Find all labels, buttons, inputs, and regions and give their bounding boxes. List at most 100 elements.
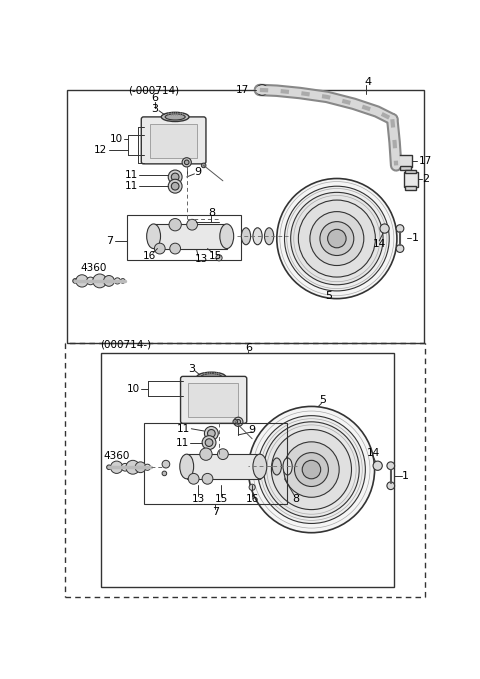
Text: 15: 15 (209, 251, 222, 261)
Circle shape (187, 219, 197, 230)
Text: 14: 14 (372, 239, 386, 249)
Circle shape (162, 471, 167, 476)
Circle shape (216, 255, 222, 261)
Circle shape (302, 460, 321, 479)
Ellipse shape (161, 112, 189, 122)
Circle shape (291, 192, 383, 285)
Text: 13: 13 (195, 253, 208, 263)
Circle shape (248, 407, 374, 533)
Circle shape (285, 186, 389, 291)
Circle shape (295, 453, 328, 486)
Text: 11: 11 (125, 170, 138, 180)
Bar (127, 215, 240, 260)
Text: 9: 9 (194, 167, 202, 177)
FancyBboxPatch shape (180, 376, 247, 424)
Circle shape (135, 462, 146, 473)
Text: 16: 16 (143, 251, 156, 261)
Circle shape (249, 484, 255, 490)
Circle shape (76, 275, 88, 287)
Circle shape (234, 417, 243, 426)
Circle shape (205, 439, 213, 447)
Circle shape (155, 243, 165, 254)
Text: 11: 11 (125, 181, 138, 191)
Circle shape (380, 224, 389, 233)
Bar (404, 172, 418, 187)
Circle shape (168, 170, 182, 184)
Circle shape (204, 426, 218, 440)
Circle shape (387, 482, 395, 490)
Text: (000714-): (000714-) (100, 339, 151, 349)
Ellipse shape (283, 458, 292, 475)
Ellipse shape (253, 454, 267, 479)
Ellipse shape (201, 373, 222, 381)
Circle shape (310, 212, 364, 265)
Text: 7: 7 (107, 236, 114, 246)
Circle shape (188, 473, 199, 484)
Text: 4360: 4360 (80, 263, 107, 273)
Bar (154, 224, 227, 249)
Bar (188, 384, 238, 417)
Circle shape (110, 461, 123, 473)
Circle shape (258, 416, 365, 524)
Circle shape (120, 278, 125, 283)
Circle shape (396, 244, 404, 253)
Circle shape (233, 420, 238, 424)
Circle shape (202, 473, 213, 484)
Text: 9: 9 (249, 424, 256, 435)
Text: 2: 2 (422, 175, 430, 184)
Ellipse shape (272, 458, 281, 475)
Bar (187, 454, 260, 479)
Text: 5: 5 (320, 395, 326, 405)
Circle shape (171, 173, 179, 181)
Circle shape (114, 278, 120, 284)
Circle shape (387, 462, 395, 470)
Text: 14: 14 (366, 448, 380, 458)
Circle shape (202, 436, 216, 449)
Circle shape (207, 430, 215, 437)
Text: 8: 8 (292, 494, 300, 504)
Ellipse shape (197, 372, 226, 382)
Circle shape (162, 460, 170, 468)
Circle shape (328, 230, 346, 248)
Circle shape (126, 460, 140, 474)
Bar (398, 155, 412, 167)
Text: 3: 3 (152, 104, 158, 114)
Circle shape (373, 461, 382, 471)
Circle shape (396, 225, 404, 232)
Ellipse shape (165, 114, 185, 120)
Circle shape (182, 158, 192, 167)
Text: 6: 6 (245, 343, 252, 353)
Text: 5: 5 (325, 291, 333, 301)
Circle shape (257, 85, 267, 95)
Ellipse shape (264, 227, 274, 244)
Ellipse shape (241, 227, 251, 244)
Text: 1: 1 (402, 471, 409, 481)
Circle shape (73, 278, 77, 283)
Circle shape (171, 183, 179, 190)
Circle shape (121, 463, 129, 471)
Text: 1: 1 (411, 233, 419, 243)
Ellipse shape (180, 454, 193, 479)
Text: 6: 6 (152, 94, 158, 103)
Text: 8: 8 (208, 208, 215, 218)
Text: 4360: 4360 (104, 451, 130, 460)
Text: 11: 11 (177, 424, 191, 434)
Circle shape (169, 219, 181, 231)
Circle shape (277, 179, 397, 299)
Text: 17: 17 (236, 85, 250, 95)
Ellipse shape (147, 224, 160, 249)
Text: 17: 17 (419, 155, 432, 166)
Text: 11: 11 (176, 437, 189, 447)
Bar (150, 124, 197, 158)
Circle shape (271, 430, 351, 510)
Circle shape (170, 243, 180, 254)
Circle shape (201, 163, 206, 168)
FancyBboxPatch shape (141, 117, 206, 164)
Text: 16: 16 (246, 494, 259, 504)
Circle shape (200, 448, 212, 460)
Text: 13: 13 (192, 494, 205, 504)
Text: 10: 10 (109, 134, 123, 144)
Text: 10: 10 (127, 384, 140, 394)
Text: 4: 4 (364, 77, 371, 87)
Circle shape (104, 276, 114, 287)
